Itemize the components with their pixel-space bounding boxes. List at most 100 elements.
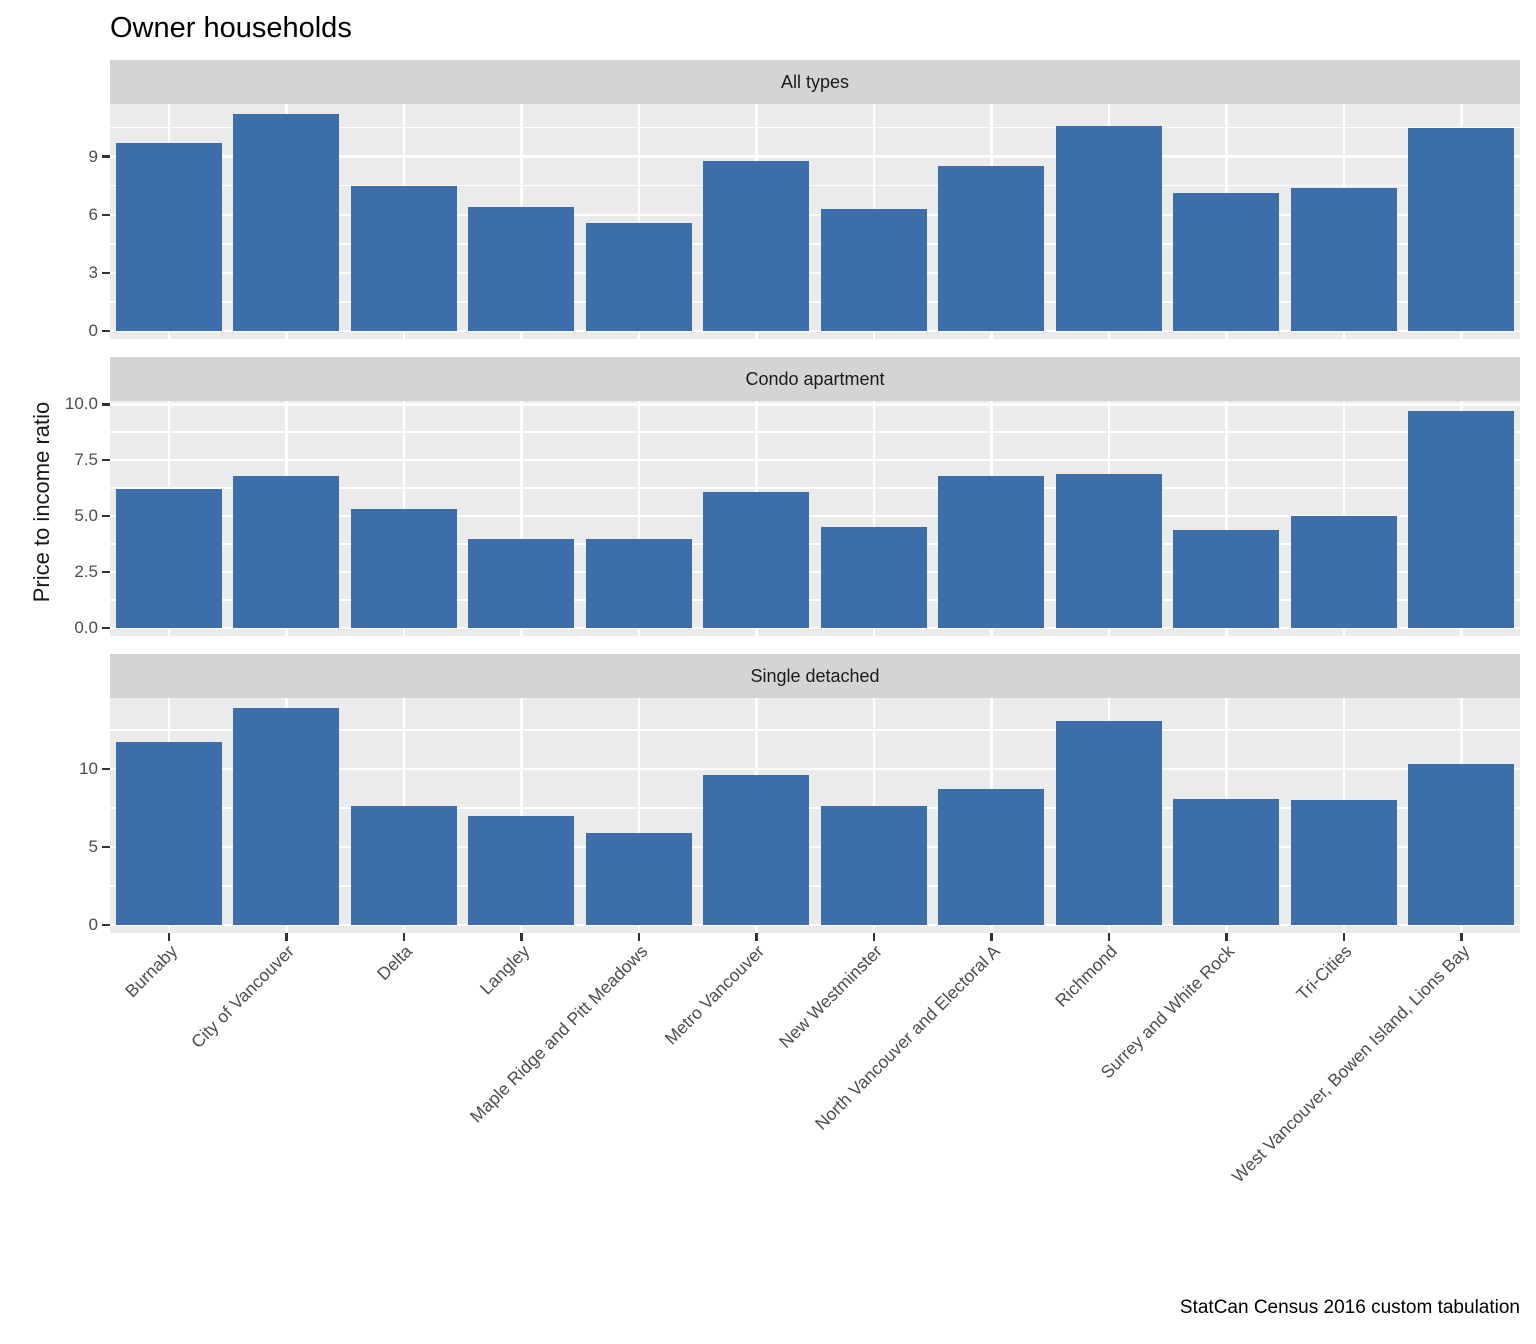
y-tick-label: 2.5 bbox=[74, 562, 98, 582]
gridline-major bbox=[110, 923, 1520, 927]
y-tick-label: 5.0 bbox=[74, 506, 98, 526]
gridline-major bbox=[110, 403, 1520, 406]
gridline-minor bbox=[110, 431, 1520, 434]
x-axis-label: Delta bbox=[372, 941, 416, 985]
bar bbox=[115, 742, 222, 925]
y-tick-label: 0.0 bbox=[74, 618, 98, 637]
bar bbox=[1055, 720, 1162, 925]
gridline-major bbox=[110, 570, 1520, 574]
bar bbox=[1408, 411, 1515, 628]
y-tick-label: 10.0 bbox=[64, 394, 98, 414]
gridline-major bbox=[110, 155, 1520, 158]
bar bbox=[1173, 798, 1280, 925]
gridline-minor bbox=[110, 184, 1520, 187]
bar bbox=[820, 527, 927, 628]
y-tick-label: 0 bbox=[88, 915, 98, 934]
facet-strip: All types bbox=[110, 60, 1520, 104]
x-tick-mark bbox=[990, 933, 993, 941]
gridline-minor bbox=[110, 126, 1520, 129]
gridline-minor bbox=[110, 729, 1520, 731]
bar bbox=[820, 208, 927, 331]
chart-title: Owner households bbox=[110, 12, 352, 44]
x-tick-mark bbox=[637, 933, 640, 941]
bar bbox=[233, 114, 340, 331]
x-axis-label: City of Vancouver bbox=[187, 941, 299, 1052]
bar bbox=[468, 207, 575, 331]
facet-panel bbox=[110, 698, 1520, 933]
gridline-minor bbox=[110, 807, 1520, 809]
y-tick-mark bbox=[102, 213, 110, 216]
x-axis-label: New Westminster bbox=[775, 941, 886, 1052]
x-tick-mark bbox=[1107, 933, 1110, 941]
gridline-minor bbox=[110, 543, 1520, 545]
y-tick-label: 9 bbox=[88, 146, 98, 166]
bar bbox=[1290, 800, 1397, 925]
y-tick-mark bbox=[102, 845, 110, 849]
gridline-vertical bbox=[520, 401, 523, 636]
bar bbox=[115, 143, 222, 331]
facet-strip-label: Single detached bbox=[750, 665, 880, 686]
bar bbox=[1173, 529, 1280, 628]
facet-panel bbox=[110, 401, 1520, 636]
bar bbox=[1055, 125, 1162, 331]
facet-panel bbox=[110, 104, 1520, 339]
bar bbox=[820, 806, 927, 925]
gridline-major bbox=[110, 767, 1520, 771]
y-tick-mark bbox=[102, 329, 110, 333]
x-tick-mark bbox=[1225, 933, 1228, 941]
gridline-major bbox=[110, 329, 1520, 333]
bar bbox=[233, 475, 340, 628]
y-tick-label: 10 bbox=[79, 758, 98, 778]
y-tick-mark bbox=[102, 570, 110, 574]
gridline-vertical bbox=[637, 104, 640, 339]
y-tick-mark bbox=[102, 514, 110, 518]
gridline-major bbox=[110, 458, 1520, 462]
bar bbox=[585, 832, 692, 925]
gridline-major bbox=[110, 514, 1520, 518]
facet-strip: Condo apartment bbox=[110, 357, 1520, 401]
bar bbox=[938, 475, 1045, 628]
bar bbox=[585, 222, 692, 331]
gridline-minor bbox=[110, 301, 1520, 303]
y-tick-label: 3 bbox=[88, 262, 98, 282]
gridline-vertical bbox=[637, 401, 640, 636]
y-tick-mark bbox=[102, 403, 110, 406]
gridline-minor bbox=[110, 885, 1520, 887]
bar bbox=[585, 538, 692, 628]
bar bbox=[703, 775, 810, 925]
y-tick-mark bbox=[102, 458, 110, 462]
x-axis-label: Richmond bbox=[1051, 941, 1121, 1011]
bar bbox=[1408, 127, 1515, 331]
x-axis-label: Surrey and White Rock bbox=[1097, 941, 1239, 1083]
gridline-major bbox=[110, 845, 1520, 849]
x-tick-mark bbox=[1460, 933, 1463, 941]
facet-strip: Single detached bbox=[110, 654, 1520, 698]
x-tick-mark bbox=[285, 933, 288, 941]
y-tick-mark bbox=[102, 155, 110, 158]
bar bbox=[1055, 473, 1162, 628]
bar bbox=[350, 185, 457, 331]
bar bbox=[938, 789, 1045, 925]
gridline-major bbox=[110, 213, 1520, 216]
bar bbox=[703, 491, 810, 628]
gridline-minor bbox=[110, 487, 1520, 489]
x-axis-label: Metro Vancouver bbox=[660, 941, 769, 1049]
gridline-vertical bbox=[872, 401, 875, 636]
y-tick-mark bbox=[102, 271, 110, 275]
gridline-minor bbox=[110, 599, 1520, 601]
y-tick-mark bbox=[102, 767, 110, 771]
bar bbox=[468, 538, 575, 628]
gridline-vertical bbox=[637, 698, 640, 933]
bar bbox=[115, 489, 222, 628]
bar bbox=[1290, 516, 1397, 628]
bar bbox=[1290, 187, 1397, 331]
x-axis-label: North Vancouver and Electoral A bbox=[810, 941, 1004, 1134]
bar bbox=[703, 160, 810, 331]
x-axis-label: Tri-Cities bbox=[1292, 941, 1356, 1005]
bar bbox=[1173, 193, 1280, 331]
chart-caption: StatCan Census 2016 custom tabulation bbox=[1179, 1297, 1520, 1318]
bar bbox=[350, 509, 457, 628]
x-tick-mark bbox=[167, 933, 170, 941]
facet-strip-label: Condo apartment bbox=[745, 368, 885, 389]
x-tick-mark bbox=[872, 933, 875, 941]
